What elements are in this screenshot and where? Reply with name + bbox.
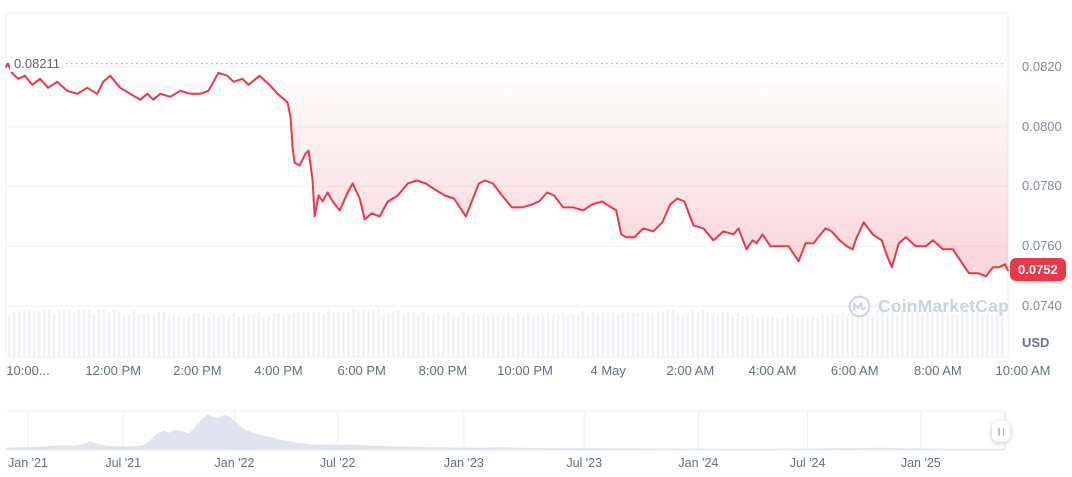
- brush-handle[interactable]: [992, 421, 1010, 442]
- price-area-fill: [6, 63, 1008, 277]
- currency-unit-label: USD: [1022, 335, 1050, 350]
- open-price-label: 0.08211: [10, 54, 65, 72]
- watermark: CoinMarketCap: [848, 295, 1009, 318]
- drag-handle-icon: [1002, 427, 1004, 436]
- current-price-badge: 0.0752: [1010, 258, 1066, 282]
- volume-bars: [8, 309, 1004, 357]
- drag-handle-icon: [998, 427, 1000, 436]
- navigator-brush-area[interactable]: [6, 411, 1005, 450]
- navigator-area: [6, 414, 1005, 450]
- watermark-text: CoinMarketCap: [878, 296, 1009, 316]
- price-line: [5, 62, 1009, 278]
- coinmarketcap-logo-icon: [848, 295, 871, 318]
